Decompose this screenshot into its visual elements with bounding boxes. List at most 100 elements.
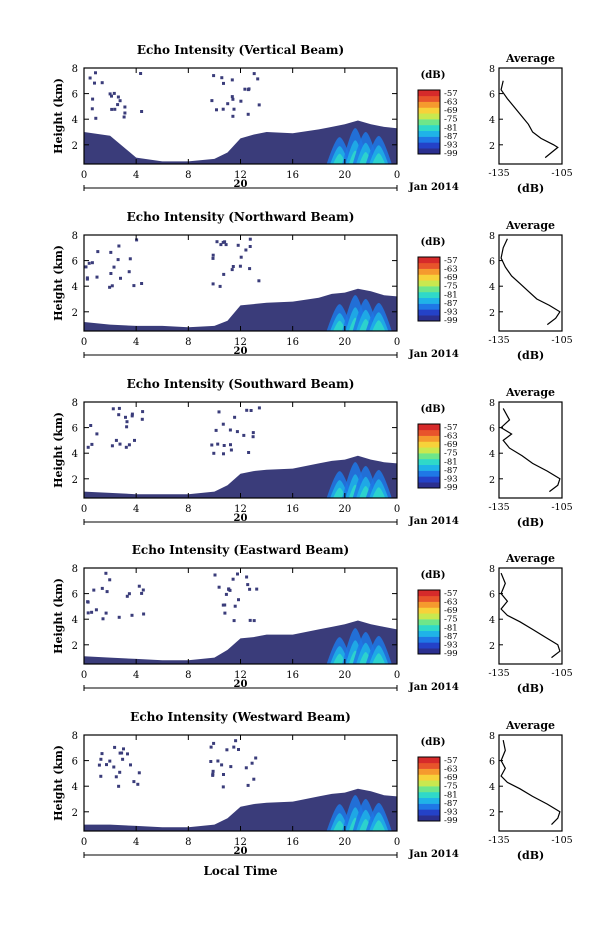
date-label: 20 — [234, 679, 248, 690]
avg-y-tick-label: 8 — [489, 564, 495, 575]
echo-speck — [100, 81, 104, 85]
echo-speck — [236, 243, 240, 247]
echo-speck — [125, 420, 129, 424]
y-tick-label: 8 — [72, 564, 78, 575]
date-label: 20 — [234, 179, 248, 190]
colorbar-frame — [417, 256, 441, 322]
echo-speck — [213, 573, 217, 577]
colorbar-segment — [418, 815, 440, 822]
echo-speck — [122, 115, 126, 119]
colorbar-segment — [418, 95, 440, 102]
echo-speck — [117, 406, 121, 410]
colorbar-tick-label: -75 — [444, 282, 458, 292]
echo-speck — [244, 248, 248, 252]
echo-plume — [372, 320, 386, 331]
echo-speck — [112, 265, 116, 269]
echo-speck — [133, 438, 136, 442]
colorbar-segment — [418, 803, 440, 810]
average-frame — [498, 234, 563, 332]
echo-speck — [97, 763, 101, 767]
month-label: Jan 2014 — [408, 849, 459, 860]
colorbar-segment — [418, 435, 440, 442]
colorbar-segment — [418, 124, 440, 132]
x-tick-label: 8 — [185, 504, 191, 515]
echo-speck — [219, 243, 223, 247]
x-tick-label: 0 — [394, 837, 400, 848]
colorbar-segment — [418, 90, 440, 97]
echo-speck — [127, 443, 131, 447]
avg-y-tick-label: 2 — [489, 141, 495, 152]
echo-speck — [142, 612, 146, 616]
echo-speck — [256, 77, 260, 81]
echo-speck — [248, 587, 252, 591]
colorbar-tick-label: -87 — [444, 299, 458, 309]
colorbar-segment — [418, 590, 440, 597]
echo-plume — [333, 487, 347, 498]
echo-speck — [245, 575, 249, 579]
colorbar-unit: (dB) — [421, 237, 446, 248]
x-tick-label: 8 — [185, 670, 191, 681]
avg-x-tick-label: -105 — [551, 502, 572, 513]
echo-speck — [119, 276, 122, 280]
echo-speck — [112, 91, 116, 95]
average-profile-line — [500, 408, 561, 493]
y-axis-label: Height (km) — [52, 578, 65, 654]
echo-speck — [238, 264, 242, 268]
echo-speck — [127, 592, 131, 596]
echo-speck — [100, 586, 104, 590]
avg-x-label: (dB) — [517, 349, 544, 362]
x-tick-label: 0 — [81, 670, 87, 681]
colorbar-segment — [418, 315, 440, 322]
echo-speck — [95, 432, 99, 436]
echo-speck — [215, 108, 218, 112]
colorbar-tick-label: -99 — [444, 483, 458, 493]
avg-y-tick-label: 4 — [489, 615, 495, 626]
colorbar-tick-label: -99 — [444, 816, 458, 826]
panel-title: Echo Intensity (Vertical Beam) — [137, 43, 344, 57]
avg-y-tick-label: 6 — [489, 757, 495, 768]
echo-speck — [248, 245, 252, 248]
y-tick-label: 2 — [72, 641, 78, 652]
x-tick-label: 16 — [286, 670, 299, 681]
echo-speck — [229, 765, 233, 769]
echo-speck — [214, 428, 218, 432]
echo-region — [84, 788, 397, 831]
avg-y-tick-label: 6 — [489, 424, 495, 435]
colorbar-segment — [418, 286, 440, 293]
colorbar-segment — [418, 595, 440, 602]
y-tick-label: 8 — [72, 64, 78, 75]
echo-speck — [235, 430, 239, 434]
x-tick-label: 12 — [234, 504, 247, 515]
echo-speck — [246, 583, 250, 587]
y-tick-label: 4 — [72, 782, 78, 793]
echo-speck — [252, 72, 256, 76]
colorbar-tick-label: -63 — [444, 598, 458, 608]
colorbar-tick-label: -87 — [444, 799, 458, 809]
colorbar-segment — [418, 642, 440, 649]
colorbar-segment — [418, 274, 440, 281]
echo-plume — [372, 153, 386, 164]
echo-speck — [129, 763, 132, 767]
average-profile-line — [500, 238, 561, 326]
echo-speck — [125, 425, 129, 429]
x-tick-label: 20 — [338, 337, 351, 348]
echo-speck — [221, 107, 225, 111]
echo-speck — [239, 255, 243, 259]
colorbar-segment — [418, 624, 440, 632]
echo-speck — [246, 783, 250, 787]
echo-speck — [215, 240, 219, 244]
colorbar-segment — [418, 142, 440, 149]
echo-speck — [242, 433, 246, 437]
y-tick-label: 6 — [72, 757, 78, 768]
echo-speck — [233, 415, 237, 419]
avg-x-tick-label: -105 — [551, 668, 572, 679]
avg-x-tick-label: -105 — [551, 835, 572, 846]
echo-speck — [85, 276, 89, 280]
month-label: Jan 2014 — [408, 516, 459, 527]
colorbar-tick-label: -93 — [444, 307, 458, 317]
avg-x-tick-label: -135 — [488, 335, 509, 346]
colorbar-tick-label: -87 — [444, 466, 458, 476]
colorbar-segment — [418, 601, 440, 608]
echo-speck — [104, 611, 108, 615]
